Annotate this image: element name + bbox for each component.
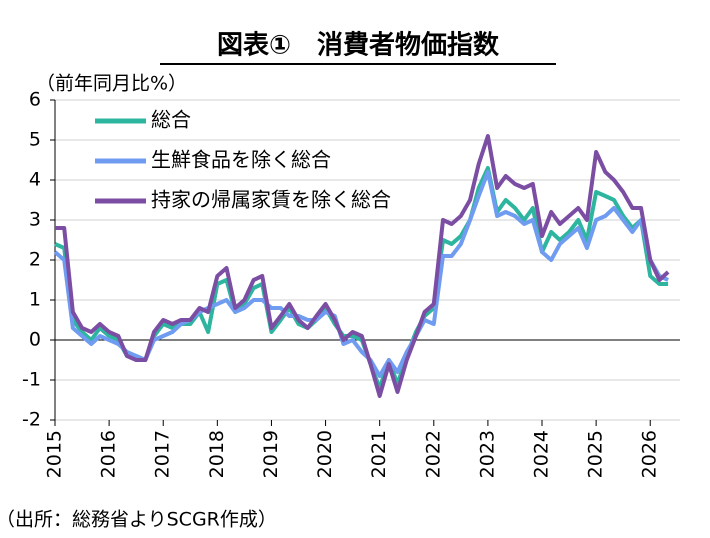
y-tick-label: 1 bbox=[29, 289, 41, 311]
x-tick-label: 2022 bbox=[422, 430, 444, 478]
y-tick-label: -2 bbox=[22, 409, 41, 431]
y-tick-label: 5 bbox=[29, 129, 41, 151]
x-tick-label: 2019 bbox=[260, 430, 282, 478]
x-tick-label: 2018 bbox=[206, 430, 228, 478]
x-tick-label: 2025 bbox=[585, 430, 607, 478]
x-tick-label: 2026 bbox=[639, 430, 661, 478]
x-tick-label: 2015 bbox=[44, 430, 66, 478]
y-tick-label: 4 bbox=[29, 169, 41, 191]
y-tick-label: -1 bbox=[22, 369, 41, 391]
legend-label: 総合 bbox=[151, 108, 191, 132]
x-tick-label: 2023 bbox=[476, 430, 498, 478]
y-tick-label: 2 bbox=[29, 249, 41, 271]
series-line bbox=[53, 170, 669, 378]
y-axis-label: （前年同月比%） bbox=[36, 73, 187, 95]
legend-label: 生鮮食品を除く総合 bbox=[151, 148, 331, 172]
x-tick-label: 2017 bbox=[152, 430, 174, 478]
x-tick-label: 2024 bbox=[531, 430, 553, 478]
y-tick-label: 6 bbox=[29, 89, 41, 111]
x-tick-label: 2016 bbox=[98, 430, 120, 478]
x-tick-label: 2021 bbox=[368, 430, 390, 478]
chart-title: 図表① 消費者物価指数 bbox=[217, 31, 500, 61]
x-tick-label: 2020 bbox=[314, 430, 336, 478]
y-tick-label: 3 bbox=[29, 209, 41, 231]
legend-label: 持家の帰属家賃を除く総合 bbox=[151, 188, 391, 212]
y-tick-label: 0 bbox=[29, 329, 41, 351]
source: （出所：総務省よりSCGR作成） bbox=[0, 509, 277, 531]
series-line bbox=[55, 134, 670, 398]
